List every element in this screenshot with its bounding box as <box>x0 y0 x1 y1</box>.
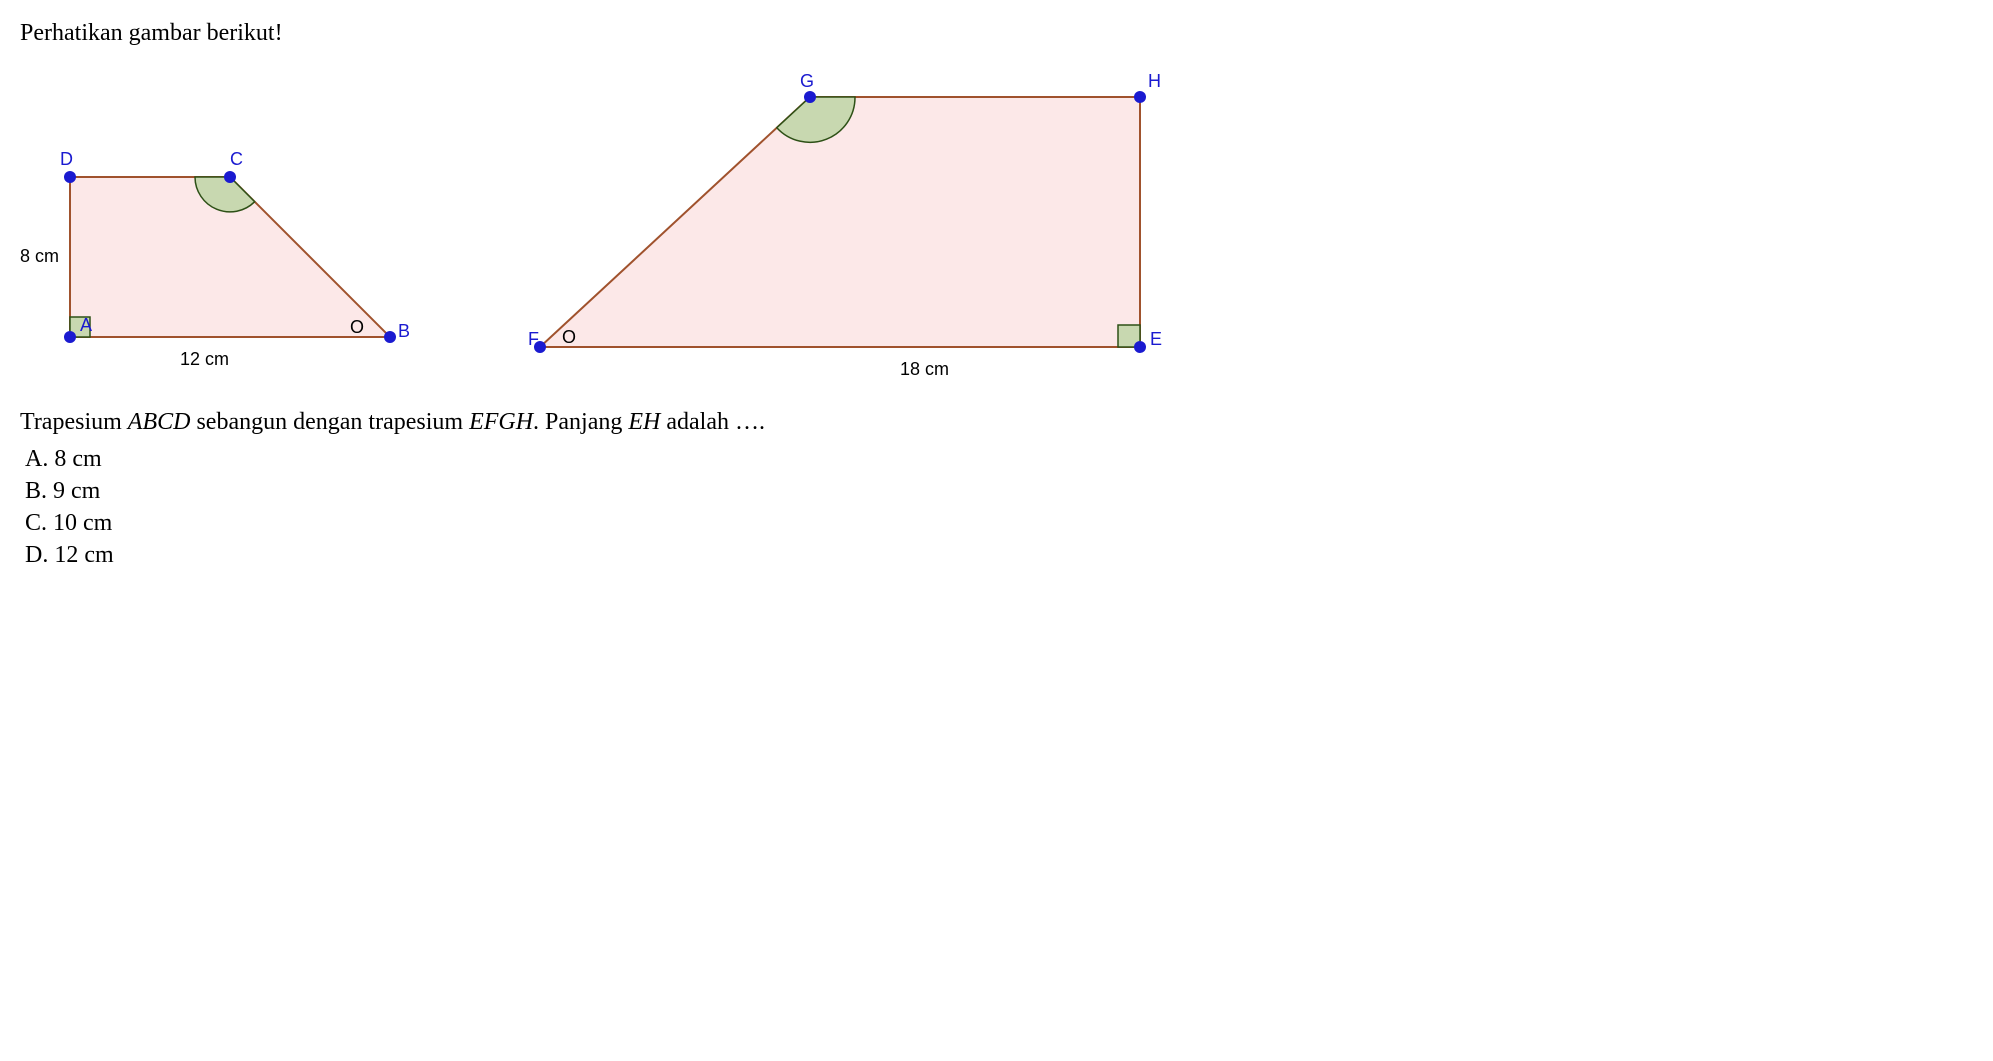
option-b: B. 9 cm <box>25 478 1973 505</box>
point-g <box>804 91 816 103</box>
statement-trap2: EFGH <box>469 409 533 435</box>
option-d: D. 12 cm <box>25 542 1973 569</box>
diagrams-container: A B C D 8 cm 12 cm O E <box>20 67 1973 394</box>
label-c: C <box>230 149 243 169</box>
point-d <box>64 171 76 183</box>
point-c <box>224 171 236 183</box>
label-f: F <box>528 329 539 349</box>
label-a: A <box>80 315 92 335</box>
statement-trap1: ABCD <box>128 409 191 435</box>
label-g: G <box>800 71 814 91</box>
label-fe-side: 18 cm <box>900 359 949 379</box>
trapezium-abcd: A B C D 8 cm 12 cm O <box>20 107 440 394</box>
label-ad-side: 8 cm <box>20 246 59 266</box>
trapezium-efgh: E F G H 18 cm O <box>500 67 1200 394</box>
statement-text: Trapesium ABCD sebangun dengan trapesium… <box>20 409 1973 436</box>
point-a <box>64 331 76 343</box>
label-h: H <box>1148 71 1161 91</box>
label-b: B <box>398 321 410 341</box>
statement-part3: . Panjang <box>533 409 628 435</box>
trapezium-abcd-svg: A B C D 8 cm 12 cm O <box>20 107 440 387</box>
point-h <box>1134 91 1146 103</box>
option-a: A. 8 cm <box>25 446 1973 473</box>
question-text: Perhatikan gambar berikut! <box>20 20 1973 47</box>
statement-part2: sebangun dengan trapesium <box>190 409 469 435</box>
trapezium-efgh-svg: E F G H 18 cm O <box>500 67 1200 387</box>
label-angle-b: O <box>350 317 364 337</box>
statement-side: EH <box>628 409 660 435</box>
point-e <box>1134 341 1146 353</box>
statement-part4: adalah …. <box>660 409 765 435</box>
point-b <box>384 331 396 343</box>
label-d: D <box>60 149 73 169</box>
statement-part1: Trapesium <box>20 409 128 435</box>
option-c: C. 10 cm <box>25 510 1973 537</box>
label-ab-side: 12 cm <box>180 349 229 369</box>
label-e: E <box>1150 329 1162 349</box>
trapezium-efgh-path <box>540 97 1140 347</box>
answer-options: A. 8 cm B. 9 cm C. 10 cm D. 12 cm <box>25 446 1973 569</box>
label-angle-f: O <box>562 327 576 347</box>
